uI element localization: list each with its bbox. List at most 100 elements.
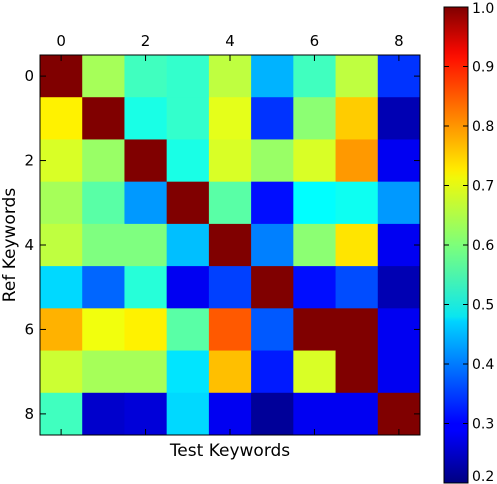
heatmap-cell-r4-c7 <box>335 223 379 267</box>
heatmap-cell-r6-c4 <box>208 308 252 352</box>
heatmap-cell-r6-c3 <box>166 308 210 352</box>
heatmap-cell-r5-c0 <box>40 266 83 309</box>
heatmap-cell-r5-c4 <box>208 266 252 309</box>
heatmap-cell-r6-c5 <box>251 308 294 352</box>
heatmap-cell-r5-c7 <box>335 266 379 309</box>
heatmap-cell-r0-c1 <box>82 55 125 98</box>
heatmap-cell-r7-c2 <box>124 350 168 394</box>
heatmap-cell-r0-c7 <box>335 55 379 98</box>
heatmap-cell-r1-c6 <box>293 97 337 140</box>
heatmap-cell-r6-c8 <box>377 308 421 352</box>
heatmap-cell-r6-c6 <box>293 308 337 352</box>
heatmap-cell-r4-c4 <box>208 223 252 267</box>
heatmap-cell-r4-c8 <box>377 223 421 267</box>
y-tick-label: 4 <box>24 236 34 254</box>
heatmap-cell-r0-c2 <box>124 55 168 98</box>
colorbar-ticks: 0.2 0.3 0.4 0.5 0.6 0.7 0.8 0.9 1.0 <box>444 1 494 484</box>
colorbar-tick-label: 0.6 <box>472 238 494 254</box>
heatmap-cell-r0-c3 <box>166 55 210 98</box>
heatmap-cell-r6-c1 <box>82 308 125 352</box>
x-axis-label: Test Keywords <box>169 441 290 461</box>
heatmap-cell-r1-c8 <box>377 97 421 140</box>
heatmap-cell-r3-c6 <box>293 181 337 225</box>
x-tick-label: 2 <box>141 32 151 50</box>
heatmap-cell-r5-c6 <box>293 266 337 309</box>
heatmap-cell-r7-c1 <box>82 350 125 394</box>
heatmap-cell-r6-c0 <box>40 308 83 352</box>
heatmap-cell-r2-c5 <box>251 139 294 183</box>
heatmap-cell-r1-c4 <box>208 97 252 140</box>
heatmap-cell-r3-c7 <box>335 181 379 225</box>
heatmap-cell-r2-c6 <box>293 139 337 183</box>
colorbar-tick-label: 0.5 <box>472 298 494 314</box>
y-tick-label: 0 <box>24 67 34 85</box>
heatmap-cell-r4-c6 <box>293 223 337 267</box>
heatmap-cell-r6-c7 <box>335 308 379 352</box>
heatmap-cell-r5-c1 <box>82 266 125 309</box>
heatmap-cell-r4-c2 <box>124 223 168 267</box>
heatmap-cell-r3-c4 <box>208 181 252 225</box>
colorbar-tick-label: 0.3 <box>472 417 494 433</box>
heatmap-cell-r8-c3 <box>166 392 210 436</box>
heatmap-cell-r3-c1 <box>82 181 125 225</box>
heatmap-cell-r2-c0 <box>40 139 83 183</box>
x-tick-label: 8 <box>394 32 404 50</box>
colorbar-tick-label: 0.2 <box>472 469 494 484</box>
heatmap-cell-r3-c8 <box>377 181 421 225</box>
heatmap-cell-r0-c6 <box>293 55 337 98</box>
heatmap-cell-r0-c4 <box>208 55 252 98</box>
heatmap-cell-r8-c2 <box>124 392 168 436</box>
heatmap-cell-r5-c3 <box>166 266 210 309</box>
heatmap-cell-r8-c5 <box>251 392 294 436</box>
heatmap-cell-r8-c4 <box>208 392 252 436</box>
x-tick-label: 4 <box>225 32 235 50</box>
heatmap-cell-r2-c7 <box>335 139 379 183</box>
y-tick-label: 8 <box>24 405 34 423</box>
heatmap-cell-r1-c3 <box>166 97 210 140</box>
y-axis-label: Ref Keywords <box>0 188 20 303</box>
x-tick-label: 0 <box>56 32 66 50</box>
heatmap-cell-r8-c8 <box>377 392 421 436</box>
heatmap-cell-r4-c1 <box>82 223 125 267</box>
x-tick-label: 6 <box>310 32 320 50</box>
x-axis-ticks: 0 2 4 6 8 <box>56 32 404 435</box>
heatmap-cell-r8-c0 <box>40 392 83 436</box>
y-axis-ticks: 0 2 4 6 8 <box>24 67 420 423</box>
heatmap-cells <box>40 55 421 436</box>
heatmap-cell-r7-c3 <box>166 350 210 394</box>
heatmap-cell-r0-c0 <box>40 55 83 98</box>
heatmap-cell-r0-c8 <box>377 55 421 98</box>
heatmap-cell-r2-c4 <box>208 139 252 183</box>
heatmap-cell-r7-c5 <box>251 350 294 394</box>
heatmap-cell-r2-c8 <box>377 139 421 183</box>
heatmap-cell-r0-c5 <box>251 55 294 98</box>
heatmap-cell-r7-c0 <box>40 350 83 394</box>
heatmap-cell-r2-c1 <box>82 139 125 183</box>
heatmap-cell-r7-c4 <box>208 350 252 394</box>
colorbar-tick-label: 0.7 <box>472 179 494 195</box>
heatmap-cell-r3-c5 <box>251 181 294 225</box>
y-tick-label: 6 <box>24 320 34 338</box>
colorbar-tick-label: 1.0 <box>472 1 494 17</box>
heatmap-cell-r7-c6 <box>293 350 337 394</box>
heatmap-cell-r5-c8 <box>377 266 421 309</box>
heatmap-cell-r2-c3 <box>166 139 210 183</box>
heatmap-cell-r1-c5 <box>251 97 294 140</box>
heatmap-cell-r8-c1 <box>82 392 125 436</box>
heatmap-cell-r8-c6 <box>293 392 337 436</box>
heatmap-cell-r8-c7 <box>335 392 379 436</box>
heatmap-cell-r4-c5 <box>251 223 294 267</box>
heatmap-cell-r5-c5 <box>251 266 294 309</box>
heatmap-cell-r1-c7 <box>335 97 379 140</box>
heatmap-cell-r1-c2 <box>124 97 168 140</box>
heatmap-cell-r3-c0 <box>40 181 83 225</box>
heatmap-cell-r6-c2 <box>124 308 168 352</box>
heatmap-cell-r3-c2 <box>124 181 168 225</box>
heatmap-cell-r4-c3 <box>166 223 210 267</box>
colorbar-tick-label: 0.9 <box>472 60 494 76</box>
heatmap-cell-r2-c2 <box>124 139 168 183</box>
heatmap-cell-r7-c8 <box>377 350 421 394</box>
heatmap-cell-r1-c0 <box>40 97 83 140</box>
heatmap-cell-r3-c3 <box>166 181 210 225</box>
